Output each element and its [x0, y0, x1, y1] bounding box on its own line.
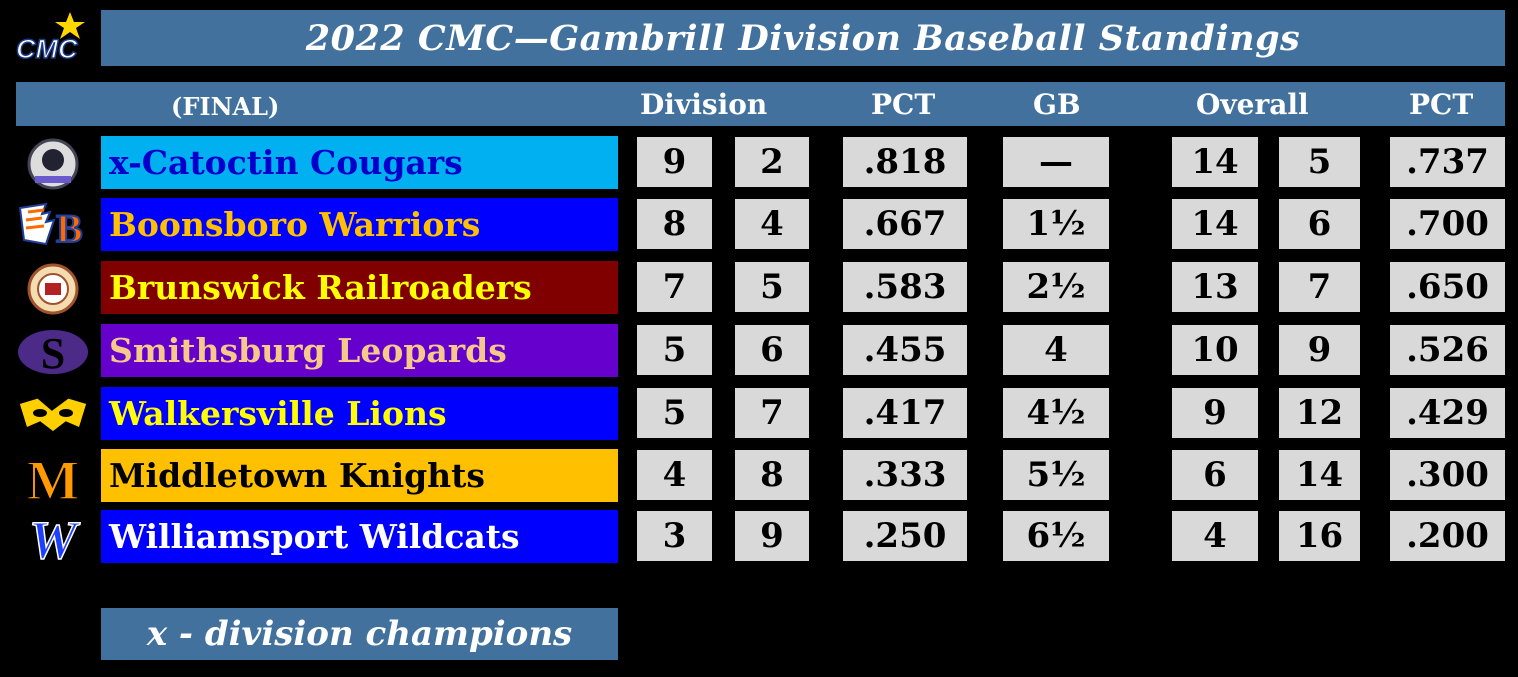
division-losses-cell: 6	[735, 325, 809, 375]
m-letter-icon: M	[16, 450, 90, 503]
warrior-b-icon: B	[16, 199, 90, 252]
cmc-logo: CMC	[8, 10, 96, 66]
division-pct-cell: .818	[843, 137, 967, 187]
overall-pct-header: PCT	[1409, 88, 1474, 121]
games-behind-cell: 2½	[1003, 262, 1109, 312]
cougar-seal-icon	[16, 137, 90, 190]
overall-wins-cell: 13	[1172, 262, 1258, 312]
team-name: Brunswick Railroaders	[101, 261, 618, 314]
overall-pct-cell: .300	[1390, 450, 1505, 500]
pct-header: PCT	[871, 88, 936, 121]
svg-text:S: S	[41, 329, 65, 378]
division-pct-cell: .667	[843, 199, 967, 249]
division-losses-cell: 7	[735, 388, 809, 438]
games-behind-cell: —	[1003, 137, 1109, 187]
games-behind-cell: 4	[1003, 325, 1109, 375]
w-letter-icon: W	[16, 511, 90, 564]
team-name: x-Catoctin Cougars	[101, 136, 618, 189]
division-pct-cell: .583	[843, 262, 967, 312]
division-pct-cell: .333	[843, 450, 967, 500]
division-pct-cell: .417	[843, 388, 967, 438]
overall-pct-cell: .526	[1390, 325, 1505, 375]
division-wins-cell: 3	[637, 511, 712, 561]
team-name: Smithsburg Leopards	[101, 324, 618, 377]
team-name: Boonsboro Warriors	[101, 198, 618, 251]
division-pct-cell: .455	[843, 325, 967, 375]
overall-pct-cell: .429	[1390, 388, 1505, 438]
overall-wins-cell: 14	[1172, 137, 1258, 187]
games-behind-cell: 6½	[1003, 511, 1109, 561]
overall-losses-cell: 7	[1279, 262, 1360, 312]
overall-pct-cell: .737	[1390, 137, 1505, 187]
overall-losses-cell: 6	[1279, 199, 1360, 249]
overall-pct-cell: .650	[1390, 262, 1505, 312]
team-name: Williamsport Wildcats	[101, 510, 618, 563]
railroader-seal-icon	[16, 262, 90, 315]
overall-wins-cell: 10	[1172, 325, 1258, 375]
overall-pct-cell: .200	[1390, 511, 1505, 561]
division-header: Division	[640, 88, 768, 121]
overall-wins-cell: 4	[1172, 511, 1258, 561]
team-name: Middletown Knights	[101, 449, 618, 502]
final-label: (FINAL)	[171, 92, 280, 121]
overall-wins-cell: 6	[1172, 450, 1258, 500]
division-wins-cell: 4	[637, 450, 712, 500]
overall-wins-cell: 14	[1172, 199, 1258, 249]
lion-eyes-icon	[16, 388, 90, 441]
division-losses-cell: 5	[735, 262, 809, 312]
division-wins-cell: 9	[637, 137, 712, 187]
division-losses-cell: 9	[735, 511, 809, 561]
division-wins-cell: 5	[637, 388, 712, 438]
svg-text:M: M	[27, 451, 80, 503]
overall-wins-cell: 9	[1172, 388, 1258, 438]
team-name: Walkersville Lions	[101, 387, 618, 440]
svg-text:B: B	[56, 206, 83, 251]
column-header-bar: (FINAL) Division PCT GB Overall PCT	[16, 82, 1505, 126]
games-behind-cell: 5½	[1003, 450, 1109, 500]
overall-losses-cell: 14	[1279, 450, 1360, 500]
overall-header: Overall	[1196, 88, 1309, 121]
gb-header: GB	[1033, 88, 1081, 121]
overall-losses-cell: 16	[1279, 511, 1360, 561]
page-title: 2022 CMC—Gambrill Division Baseball Stan…	[101, 10, 1505, 66]
division-losses-cell: 4	[735, 199, 809, 249]
division-wins-cell: 8	[637, 199, 712, 249]
s-letter-icon: S	[16, 325, 90, 378]
overall-pct-cell: .700	[1390, 199, 1505, 249]
games-behind-cell: 4½	[1003, 388, 1109, 438]
division-wins-cell: 5	[637, 325, 712, 375]
games-behind-cell: 1½	[1003, 199, 1109, 249]
svg-text:W: W	[29, 512, 81, 564]
overall-losses-cell: 12	[1279, 388, 1360, 438]
division-losses-cell: 2	[735, 137, 809, 187]
division-wins-cell: 7	[637, 262, 712, 312]
footnote: x - division champions	[101, 608, 618, 660]
star-icon	[55, 12, 85, 39]
cmc-logo-text: CMC	[16, 34, 78, 64]
overall-losses-cell: 5	[1279, 137, 1360, 187]
division-pct-cell: .250	[843, 511, 967, 561]
overall-losses-cell: 9	[1279, 325, 1360, 375]
division-losses-cell: 8	[735, 450, 809, 500]
